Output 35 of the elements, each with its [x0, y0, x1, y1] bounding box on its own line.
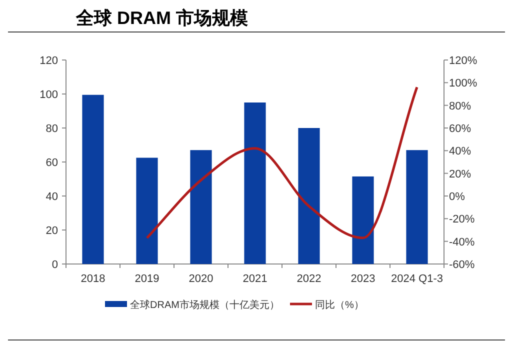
y2-tick-label: 60%	[449, 123, 472, 135]
x-tick-label: 2024 Q1-3	[391, 273, 443, 285]
legend-label: 同比（%）	[315, 299, 364, 311]
y2-tick-label: -20%	[449, 214, 475, 226]
y-tick-label: 120	[40, 55, 58, 67]
bar	[136, 158, 158, 264]
chart-title: 全球 DRAM 市场规模	[75, 8, 248, 28]
y2-tick-label: 20%	[449, 168, 472, 180]
bar	[190, 150, 212, 264]
legend-label: 全球DRAM市场规模（十亿美元）	[130, 299, 280, 311]
y2-tick-label: 0%	[449, 191, 466, 203]
y-tick-label: 100	[40, 89, 58, 101]
x-tick-label: 2020	[188, 273, 214, 285]
y2-tick-label: 80%	[449, 100, 472, 112]
bar	[298, 128, 320, 264]
y-tick-label: 0	[52, 259, 58, 271]
line-series	[146, 86, 418, 240]
x-tick-label: 2019	[134, 273, 160, 285]
y2-tick-label: 120%	[449, 55, 478, 67]
bar	[352, 176, 374, 264]
y-tick-label: 80	[46, 123, 58, 135]
y2-tick-label: 40%	[449, 146, 472, 158]
x-tick-label: 2022	[296, 273, 322, 285]
y2-tick-label: -60%	[449, 259, 475, 271]
x-tick-label: 2023	[350, 273, 376, 285]
y-tick-label: 40	[46, 191, 58, 203]
y-tick-label: 60	[46, 157, 58, 169]
y2-tick-label: 100%	[449, 78, 478, 90]
bar	[82, 94, 104, 264]
x-tick-label: 2018	[80, 273, 106, 285]
y-tick-label: 20	[46, 225, 58, 237]
bar	[244, 102, 266, 264]
y2-tick-label: -40%	[449, 236, 475, 248]
bar	[406, 150, 428, 264]
x-tick-label: 2021	[242, 273, 268, 285]
